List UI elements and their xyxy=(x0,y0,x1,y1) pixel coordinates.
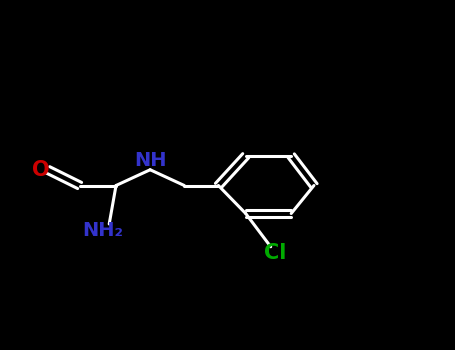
Text: NH₂: NH₂ xyxy=(82,222,123,240)
Text: Cl: Cl xyxy=(264,243,287,263)
Text: NH: NH xyxy=(134,152,167,170)
Text: O: O xyxy=(32,160,50,180)
